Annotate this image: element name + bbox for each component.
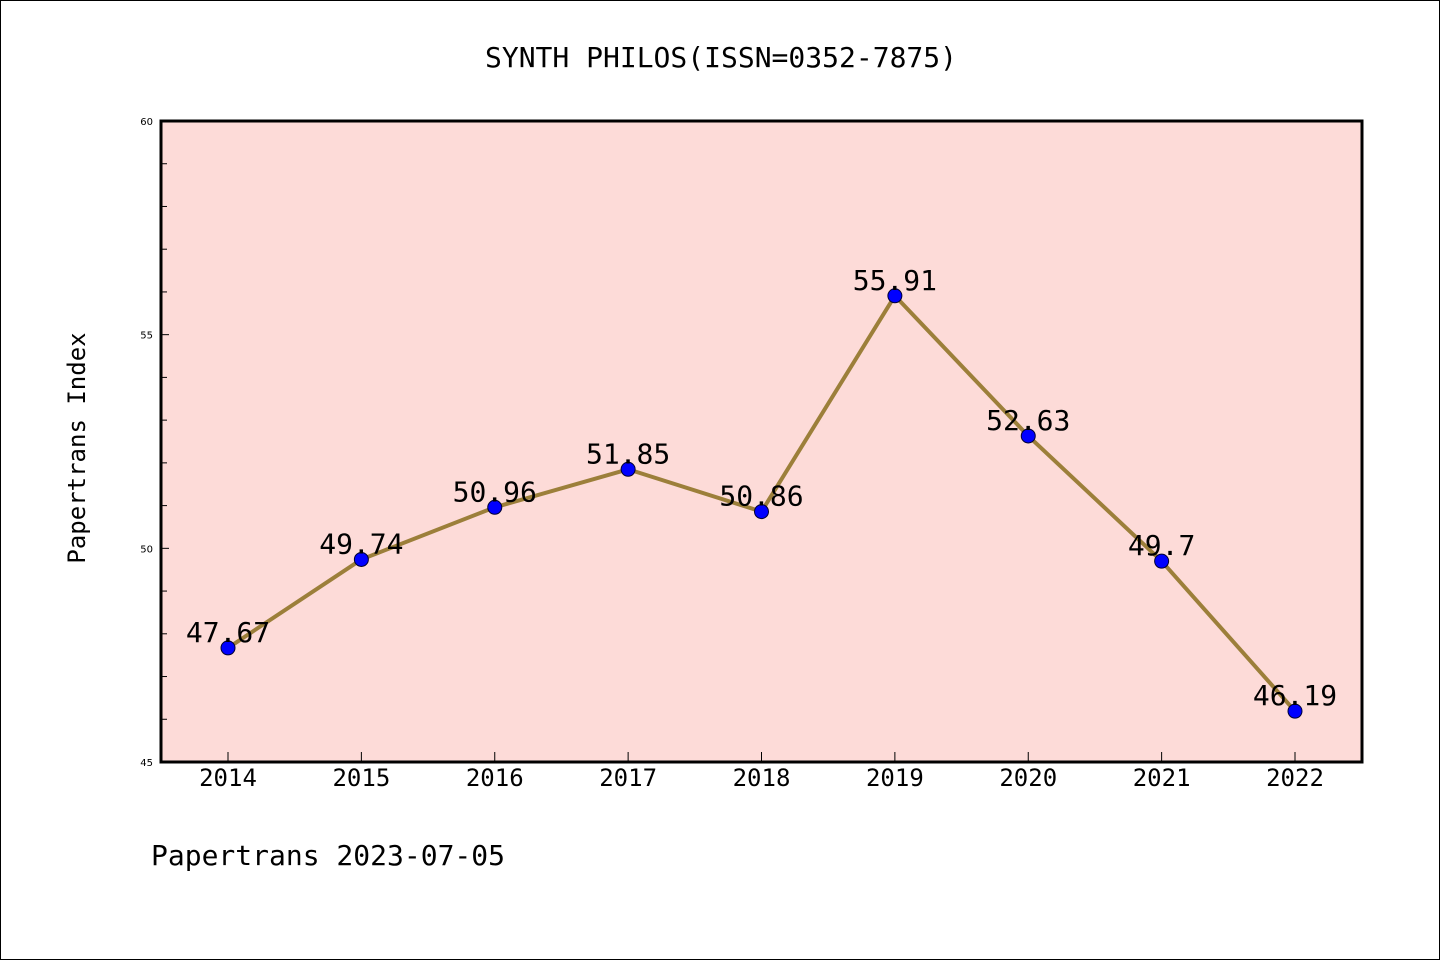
- data-label: 46.19: [1253, 679, 1337, 712]
- x-tick-label: 2021: [1133, 764, 1191, 792]
- data-labels: 47.67 49.74 50.96 51.85 50.86 55.91 52.63 49.7 4…: [186, 264, 1337, 712]
- x-tick-label: 2022: [1266, 764, 1324, 792]
- x-tick-label: 2018: [733, 764, 791, 792]
- data-point: [887, 288, 903, 304]
- data-point: [1287, 703, 1303, 719]
- data-point: [620, 461, 636, 477]
- x-tick-label: 2014: [199, 764, 257, 792]
- data-label: 50.86: [719, 480, 803, 513]
- data-point: [754, 504, 769, 520]
- x-tick-label: 2020: [999, 764, 1057, 792]
- data-label: 49.7: [1128, 529, 1195, 562]
- data-label: 51.85: [586, 437, 670, 470]
- x-tick-label: 2017: [599, 764, 657, 792]
- footer-text: Papertrans 2023-07-05: [151, 839, 505, 872]
- data-markers: [220, 288, 1303, 719]
- x-axis: 2014 2015 2016 2017 2018 2019 2020 2021 2022: [199, 752, 1324, 792]
- data-label: 52.63: [986, 404, 1070, 437]
- y-axis: 45 50 55 60: [140, 117, 169, 769]
- y-axis-label: Papertrans Index: [63, 332, 91, 563]
- data-point: [1020, 428, 1036, 444]
- data-point: [220, 640, 236, 656]
- y-tick-label: 50: [140, 544, 153, 555]
- data-point: [353, 551, 369, 567]
- x-tick-label: 2019: [866, 764, 924, 792]
- data-point: [1154, 553, 1170, 569]
- plot-area: [159, 119, 1364, 764]
- data-label: 55.91: [853, 264, 937, 297]
- chart-title: SYNTH PHILOS(ISSN=0352-7875): [485, 41, 957, 74]
- data-label: 49.74: [319, 527, 403, 560]
- data-point: [487, 499, 503, 515]
- y-tick-label: 60: [140, 117, 153, 128]
- data-label: 47.67: [186, 616, 270, 649]
- data-label: 50.96: [453, 475, 537, 508]
- x-tick-label: 2016: [466, 764, 524, 792]
- y-tick-label: 55: [140, 331, 153, 342]
- y-tick-label: 45: [140, 758, 153, 769]
- x-tick-label: 2015: [332, 764, 390, 792]
